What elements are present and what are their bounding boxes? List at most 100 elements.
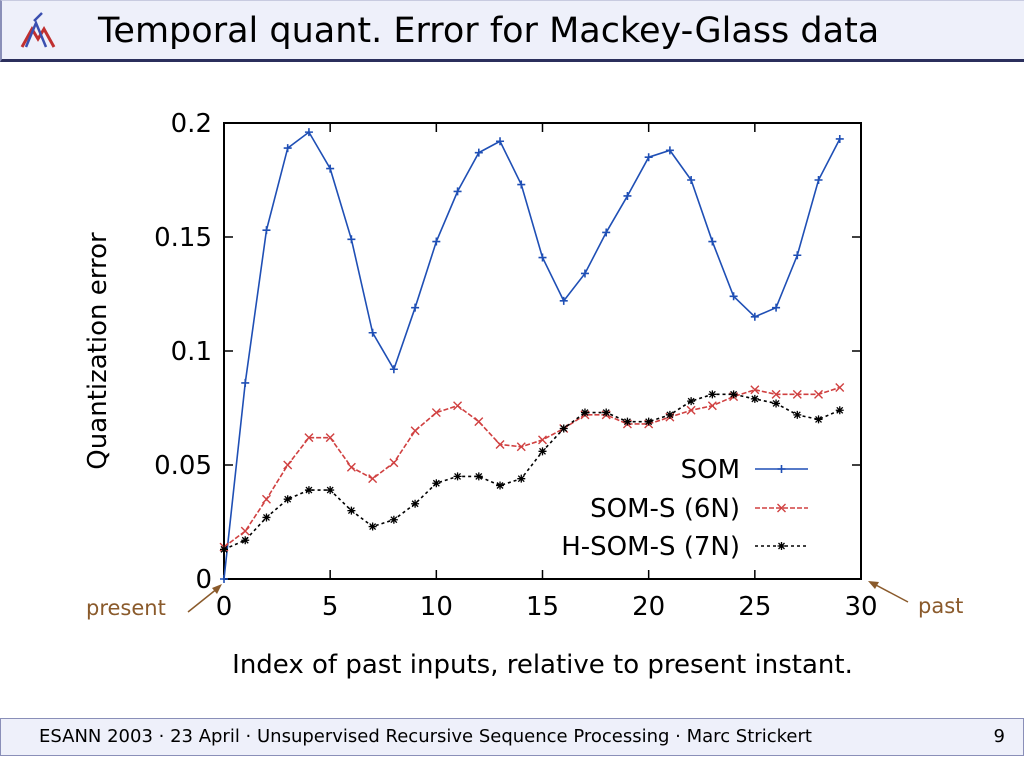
quantization-error-chart: 0 5 10 15 20 25 30 0 0.05 0.1 0.15 0.2 Index of past…: [83, 109, 963, 680]
logo-icon: [20, 12, 56, 48]
data-point: [474, 417, 484, 427]
data-point: [665, 146, 674, 155]
y-tick-label: 0: [195, 565, 212, 595]
data-point: [750, 394, 759, 403]
data-point: [389, 515, 398, 524]
present-arrow: [187, 587, 219, 613]
data-point: [495, 439, 505, 449]
data-point: [580, 408, 589, 417]
data-point: [347, 506, 356, 515]
data-point: [261, 494, 271, 504]
x-tick-label: 10: [420, 592, 453, 622]
y-tick-label: 0.05: [154, 451, 212, 481]
data-point: [241, 378, 250, 387]
data-point: [538, 447, 547, 456]
data-point: [283, 495, 292, 504]
series-som-s-6n-: [219, 382, 845, 552]
legend-marker: [777, 503, 786, 513]
data-point: [644, 153, 653, 162]
data-point: [771, 389, 781, 399]
x-tick-label: 15: [526, 592, 559, 622]
y-tick-label: 0.2: [171, 109, 212, 139]
data-point: [389, 458, 399, 468]
data-point: [262, 226, 271, 235]
legend-label: H-SOM-S (7N): [561, 532, 740, 562]
data-point: [389, 365, 398, 374]
legend-label: SOM: [681, 455, 740, 485]
data-point: [708, 237, 717, 246]
data-point: [835, 134, 844, 143]
data-point: [496, 481, 505, 490]
data-point: [559, 296, 568, 305]
page-number: 9: [993, 726, 1005, 747]
data-point: [602, 228, 611, 237]
data-point: [411, 303, 420, 312]
data-point: [750, 385, 760, 395]
data-point: [368, 474, 378, 484]
data-point: [283, 460, 293, 470]
data-point: [220, 545, 228, 554]
data-point: [283, 144, 292, 153]
y-tick-label: 0.15: [154, 223, 212, 253]
data-point: [729, 292, 738, 301]
data-point: [474, 148, 483, 157]
data-point: [623, 417, 632, 426]
data-point: [792, 389, 802, 399]
data-point: [262, 513, 271, 522]
page-title: Temporal quant. Error for Mackey-Glass d…: [98, 11, 880, 51]
data-point: [793, 410, 802, 419]
past-arrowhead: [868, 581, 879, 589]
x-tick-label: 0: [216, 592, 233, 622]
data-point: [496, 137, 505, 146]
y-tick-label: 0.1: [171, 337, 212, 367]
data-point: [474, 472, 483, 481]
x-axis-label: Index of past inputs, relative to presen…: [232, 650, 853, 680]
series-h-som-s-7n-: [220, 390, 844, 554]
data-point: [559, 424, 568, 433]
y-axis-label: Quantization error: [83, 232, 113, 470]
data-point: [517, 180, 526, 189]
data-point: [772, 399, 781, 408]
data-point: [686, 405, 696, 415]
footer-text: ESANN 2003 · 23 April · Unsupervised Rec…: [39, 726, 812, 747]
data-point: [431, 408, 441, 418]
data-point: [453, 401, 463, 411]
plot-frame: [223, 122, 862, 580]
data-point: [432, 237, 441, 246]
data-point: [325, 433, 335, 443]
data-point: [220, 575, 228, 583]
data-point: [750, 312, 759, 321]
data-point: [241, 536, 250, 545]
present-arrowhead: [212, 584, 222, 594]
data-point: [347, 235, 356, 244]
series-line: [223, 393, 841, 551]
data-point: [304, 128, 313, 137]
data-point: [411, 499, 420, 508]
data-point: [368, 328, 377, 337]
x-tick-label: 30: [844, 592, 877, 622]
data-point: [453, 187, 462, 196]
data-point: [538, 253, 547, 262]
x-tick-label: 25: [738, 592, 771, 622]
data-point: [772, 303, 781, 312]
data-point: [814, 415, 823, 424]
data-point: [240, 526, 250, 536]
x-tick-label: 5: [322, 592, 339, 622]
past-annotation: past: [918, 594, 963, 618]
data-point: [410, 426, 420, 436]
data-point: [580, 269, 589, 278]
data-point: [793, 251, 802, 260]
legend-marker: [777, 465, 786, 473]
data-point: [814, 389, 824, 399]
series-line: [223, 130, 841, 580]
x-tick-label: 20: [632, 592, 665, 622]
past-arrow: [873, 583, 909, 603]
data-point: [368, 522, 377, 531]
legend-label: SOM-S (6N): [590, 494, 740, 524]
slide-header: Temporal quant. Error for Mackey-Glass d…: [0, 0, 1024, 62]
data-point: [687, 176, 696, 184]
data-point: [644, 417, 653, 426]
data-point: [814, 176, 823, 184]
data-point: [623, 191, 632, 200]
data-point: [346, 462, 356, 472]
